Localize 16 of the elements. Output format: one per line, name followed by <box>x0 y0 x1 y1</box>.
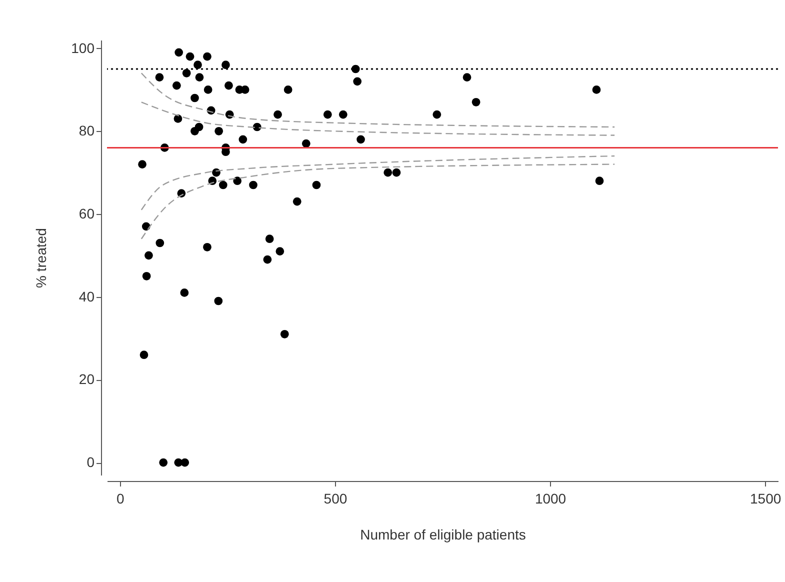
y-tick-label: 0 <box>86 454 95 470</box>
x-tick-label: 1000 <box>534 490 566 506</box>
x-tick-label: 1500 <box>750 490 782 506</box>
line-series <box>140 72 616 128</box>
y-tick-label: 40 <box>78 288 95 304</box>
y-axis-title: % treated <box>33 228 50 288</box>
line-series <box>140 155 616 210</box>
x-tick-label: 0 <box>116 490 125 506</box>
line-series <box>140 164 616 240</box>
line-series <box>140 102 616 136</box>
y-tick-label: 80 <box>78 122 95 139</box>
y-tick-label: 20 <box>78 371 95 388</box>
y-tick-label: 100 <box>71 40 95 56</box>
x-axis-title: Number of eligible patients <box>360 526 526 542</box>
x-tick-label: 500 <box>324 490 348 506</box>
y-tick-label: 60 <box>78 206 95 222</box>
